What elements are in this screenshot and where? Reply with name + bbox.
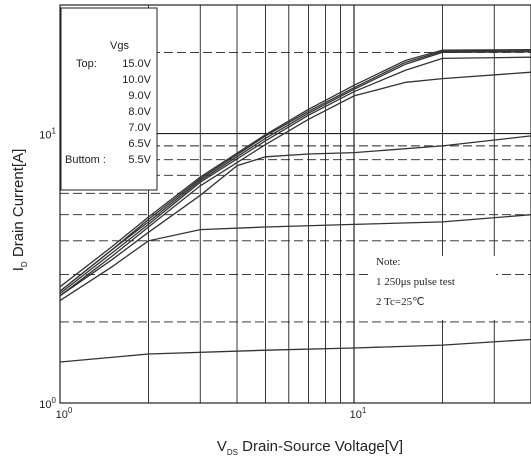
legend-frame [60,7,158,191]
y-tick-label-exponent: 1 [52,127,57,136]
series-line-8-0V [59,56,531,295]
series-line-15-0V [59,48,531,288]
y-tick-label-base: 10 [39,399,51,411]
legend-box: Vgs Top: 15.0V 10.0V 9.0V 8.0V 7.0V 6.5V Buttom… [60,7,158,191]
legend-entry-label: 10.0V [122,74,151,86]
x-tick-label-base: 10 [350,409,362,421]
series-line-7-0V [59,71,531,297]
legend-entry-label: 7.0V [128,122,151,134]
x-axis-text: Drain-Source Voltage[V] [238,438,403,455]
y-axis-label: ID Drain Current[A] [10,149,29,272]
legend-entry-label: 15.0V [122,58,151,70]
legend-entries: Top: 15.0V 10.0V 9.0V 8.0V 7.0V 6.5V Buttom : 5.… [65,58,152,166]
legend-entry-label: 6.5V [128,138,151,150]
x-axis-label: VDS Drain-Source Voltage[V] [217,438,403,457]
y-tick-label-exponent: 0 [52,396,57,405]
y-tick-label-base: 10 [39,130,51,142]
x-axis-symbol: V [217,438,227,455]
legend-header: Vgs [110,40,129,52]
legend-entry-prefix: Buttom : [65,154,106,166]
y-axis-symbol: I [10,267,27,271]
series-line-5-0V [59,338,531,363]
note-box: Note: 1 250μs pulse test 2 Tc=25℃ [368,256,496,320]
legend-entry-label: 8.0V [128,106,151,118]
x-tick-label-exponent: 1 [362,406,367,415]
legend-entry-label: 9.0V [128,90,151,102]
legend-entry-label: 5.5V [128,154,151,166]
plot-frame [59,4,531,404]
series-line-10-0V [59,50,531,292]
y-tick-label: 100 [39,396,56,411]
x-axis-subscript: DS [227,448,238,457]
note-line: 1 250μs pulse test [376,276,455,288]
note-lines: Note: 1 250μs pulse test 2 Tc=25℃ [376,256,455,308]
series-line-9-0V [59,51,531,292]
x-tick-label: 101 [350,406,367,421]
x-tick-label: 100 [56,406,73,421]
series-line-5-5V [59,214,531,302]
y-axis-text: Drain Current[A] [10,149,27,262]
note-line: Note: [376,256,400,268]
note-line: 2 Tc=25℃ [376,296,424,308]
legend-entry-prefix: Top: [76,58,97,70]
series-line-6-5V [59,135,531,297]
note-background [368,256,496,320]
x-tick-label-base: 10 [56,409,68,421]
y-tick-label: 101 [39,127,56,142]
x-tick-label-exponent: 0 [68,406,73,415]
series-lines [59,48,531,363]
y-axis-subscript: D [20,261,29,267]
